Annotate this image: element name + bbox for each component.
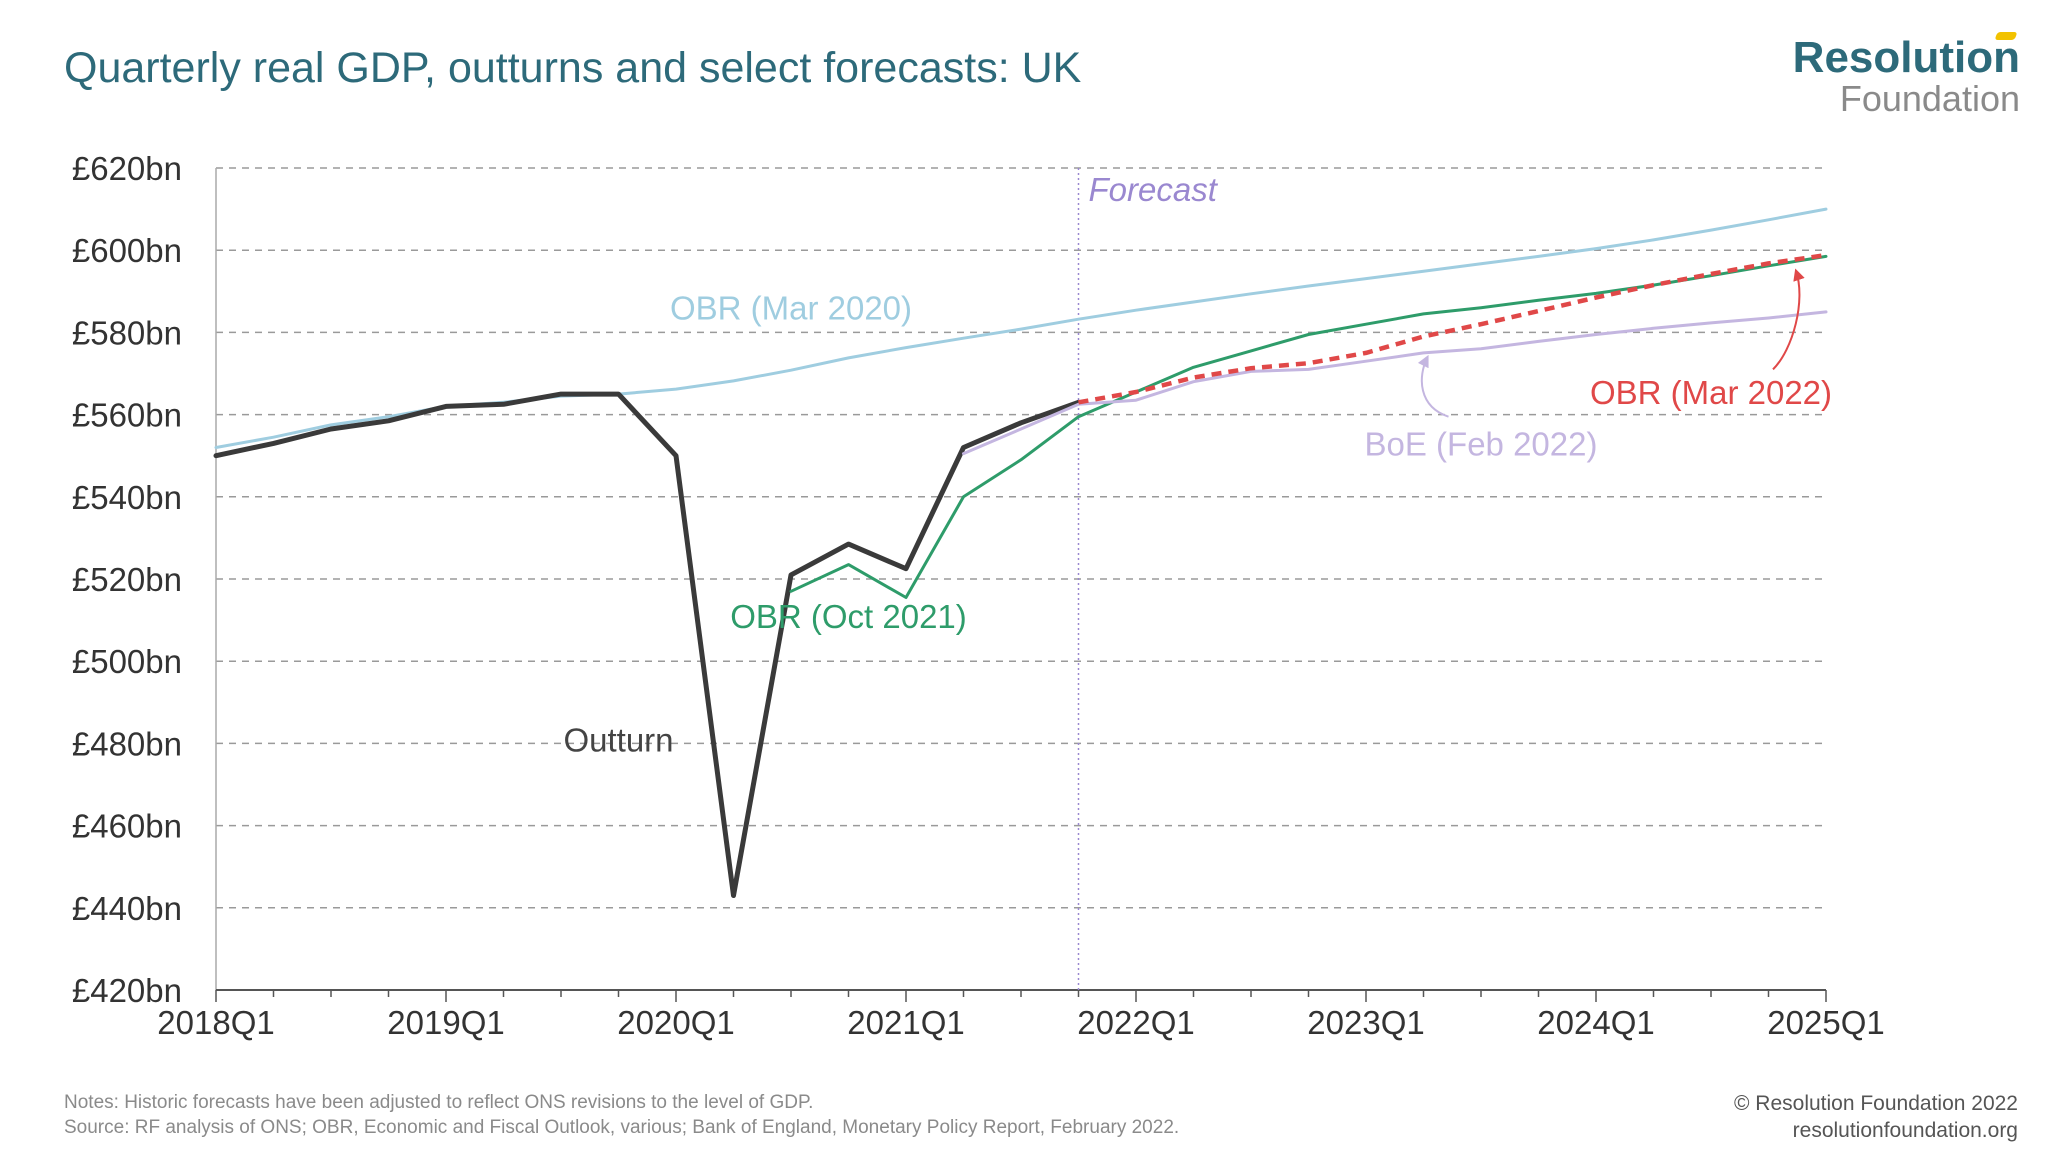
y-tick-label-600: £600bn xyxy=(72,232,182,269)
x-tick-label-2019Q1: 2019Q1 xyxy=(387,1004,504,1041)
x-tick-label-2025Q1: 2025Q1 xyxy=(1767,1004,1884,1041)
logo-line1: Resolution xyxy=(1792,33,2020,82)
chart-title: Quarterly real GDP, outturns and select … xyxy=(64,44,1082,92)
forecast-label: Forecast xyxy=(1089,171,1219,208)
y-tick-label-560: £560bn xyxy=(72,397,182,434)
series-label-obr-mar-2020: OBR (Mar 2020) xyxy=(670,290,912,327)
annotation-layer: Outturn OBR (Mar 2020) OBR (Oct 2021) OBR (… xyxy=(563,268,1832,758)
series-line-outturn xyxy=(213,391,1081,898)
x-tick-label-2020Q1: 2020Q1 xyxy=(617,1004,734,1041)
x-tick-label-2023Q1: 2023Q1 xyxy=(1307,1004,1424,1041)
chart-credits: © Resolution Foundation 2022 resolutionf… xyxy=(1734,1090,2018,1144)
y-tick-label-500: £500bn xyxy=(72,643,182,680)
x-tick-label-2021Q1: 2021Q1 xyxy=(847,1004,964,1041)
y-tick-label-420: £420bn xyxy=(72,972,182,1009)
series-line-obr-oct-2021 xyxy=(789,254,1828,599)
y-tick-label-440: £440bn xyxy=(72,890,182,927)
chart-footnotes: Notes: Historic forecasts have been adju… xyxy=(64,1090,1179,1140)
series-line-obr-mar-2022 xyxy=(1078,252,1827,405)
boe-feb-2022-callout-arrow xyxy=(1417,354,1449,418)
series-label-boe-feb-2022: BoE (Feb 2022) xyxy=(1365,425,1598,462)
copyright-text: © Resolution Foundation 2022 xyxy=(1733,1092,2018,1115)
obr-mar-2022-callout-arrow xyxy=(1772,268,1805,371)
y-tick-label-580: £580bn xyxy=(72,314,182,351)
logo-line2: Foundation xyxy=(1839,78,2020,119)
resolution-foundation-logo: Resolution Foundation xyxy=(1792,32,2020,119)
x-tick-label-2018Q1: 2018Q1 xyxy=(157,1004,274,1041)
series-label-outturn: Outturn xyxy=(563,721,673,758)
x-tick-label-2024Q1: 2024Q1 xyxy=(1537,1004,1654,1041)
y-tick-label-520: £520bn xyxy=(72,561,182,598)
y-tick-label-540: £540bn xyxy=(72,479,182,516)
series-label-obr-oct-2021: OBR (Oct 2021) xyxy=(730,598,967,635)
website-text: resolutionfoundation.org xyxy=(1792,1119,2018,1142)
notes-text: Notes: Historic forecasts have been adju… xyxy=(64,1092,814,1113)
y-tick-label-620: £620bn xyxy=(72,150,182,187)
series-label-obr-mar-2022: OBR (Mar 2022) xyxy=(1590,374,1832,411)
series-line-boe-feb-2022 xyxy=(962,310,1828,456)
series-layer xyxy=(213,207,1828,898)
grid-layer xyxy=(216,167,1826,909)
axis-layer: £420bn £440bn £460bn £480bn £500bn £520bn £540… xyxy=(72,150,1885,1041)
y-tick-label-460: £460bn xyxy=(72,808,182,845)
x-tick-label-2022Q1: 2022Q1 xyxy=(1077,1004,1194,1041)
y-tick-label-480: £480bn xyxy=(72,725,182,762)
source-text: Source: RF analysis of ONS; OBR, Economi… xyxy=(64,1117,1180,1138)
series-line-obr-mar-2020 xyxy=(214,207,1828,449)
